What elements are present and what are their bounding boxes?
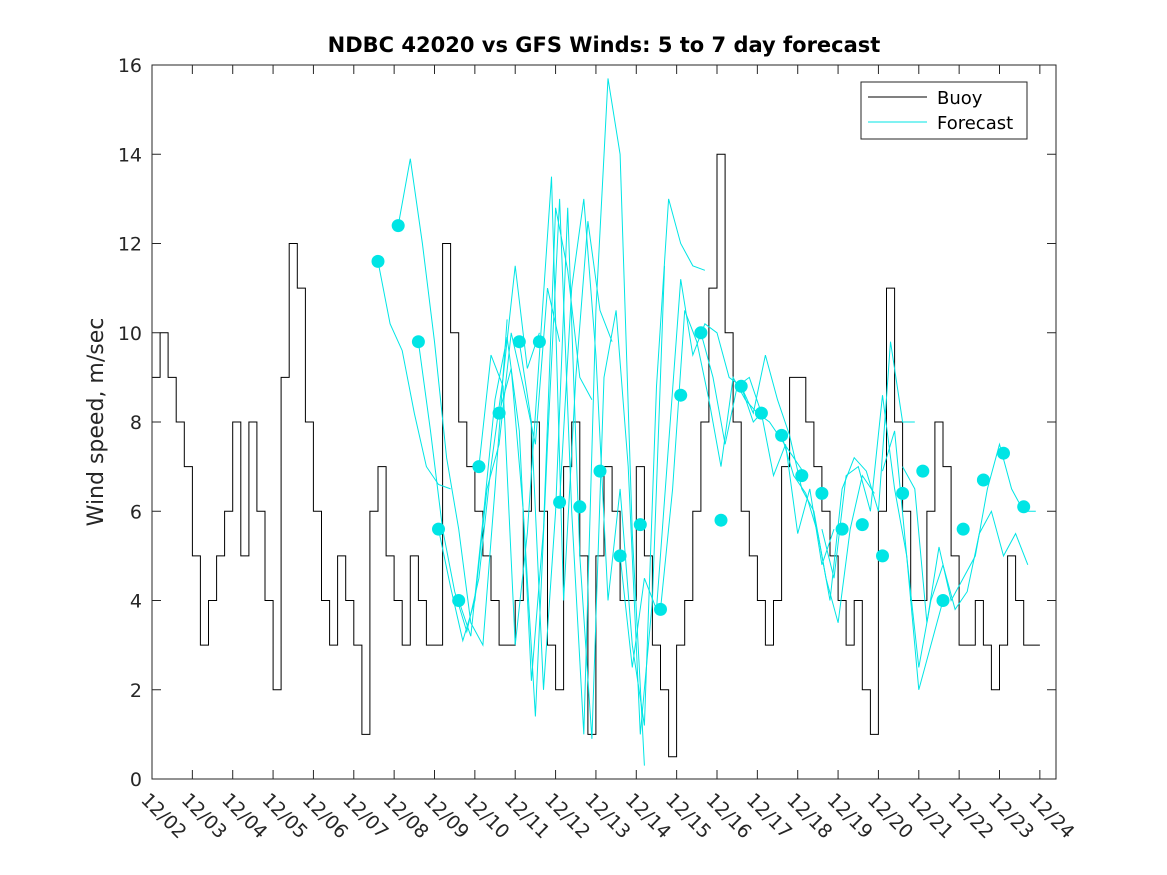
forecast-run-16 <box>902 442 1036 623</box>
forecast-marker-19 <box>754 406 768 420</box>
forecast-run-5 <box>478 176 613 646</box>
forecast-marker-26 <box>896 486 910 500</box>
forecast-run-7 <box>518 207 665 739</box>
legend-box <box>860 81 1028 140</box>
forecast-run-0 <box>377 261 451 490</box>
series-layer <box>152 78 1040 766</box>
legend: Buoy Forecast <box>860 81 1028 140</box>
y-tick-label-6: 12 <box>118 234 142 256</box>
forecast-marker-27 <box>916 464 930 478</box>
forecast-marker-6 <box>492 406 506 420</box>
forecast-run-13 <box>781 341 915 601</box>
forecast-marker-31 <box>997 446 1010 460</box>
y-tick-label-5: 10 <box>118 323 142 345</box>
plot-area <box>152 65 1056 779</box>
forecast-marker-12 <box>613 549 627 563</box>
forecast-marker-24 <box>855 518 869 532</box>
forecast-marker-22 <box>815 486 829 500</box>
forecast-marker-18 <box>734 379 748 393</box>
forecast-marker-1 <box>391 219 405 233</box>
series-buoy-line <box>152 153 1040 758</box>
forecast-marker-15 <box>674 388 688 402</box>
forecast-marker-0 <box>371 254 385 268</box>
forecast-marker-29 <box>956 522 970 536</box>
forecast-run-14 <box>821 395 944 690</box>
forecast-marker-10 <box>573 500 587 514</box>
forecast-marker-11 <box>593 464 607 478</box>
forecast-run-1 <box>397 158 508 647</box>
y-tick-label-1: 2 <box>130 680 142 702</box>
forecast-marker-17 <box>714 513 728 527</box>
y-tick-label-0: 0 <box>130 769 142 791</box>
forecast-marker-4 <box>452 594 466 607</box>
forecast-run-2 <box>417 265 540 634</box>
forecast-marker-20 <box>775 428 789 442</box>
forecast-marker-21 <box>795 469 809 483</box>
forecast-run-11 <box>700 332 835 565</box>
forecast-run-8 <box>559 198 706 726</box>
y-tick-label-8: 16 <box>118 55 142 77</box>
y-axis-label: Wind speed, m/sec <box>84 318 109 527</box>
forecast-run-15 <box>882 430 1029 668</box>
forecast-run-6 <box>498 78 645 766</box>
forecast-marker-7 <box>512 335 526 349</box>
forecast-marker-8 <box>532 335 546 349</box>
forecast-marker-28 <box>936 594 950 607</box>
forecast-run-3 <box>438 287 561 643</box>
y-tick-label-3: 6 <box>130 501 142 523</box>
forecast-marker-32 <box>1017 500 1031 514</box>
forecast-marker-30 <box>976 473 990 487</box>
y-tick-label-2: 4 <box>130 591 142 613</box>
forecast-marker-13 <box>633 518 647 532</box>
chart-title: NDBC 42020 vs GFS Winds: 5 to 7 day fore… <box>328 33 881 57</box>
forecast-marker-16 <box>694 326 708 340</box>
forecast-marker-5 <box>472 460 486 474</box>
legend-label-forecast: Forecast <box>937 113 1013 134</box>
forecast-marker-3 <box>432 522 445 536</box>
forecast-marker-2 <box>411 335 425 349</box>
forecast-marker-25 <box>876 549 889 563</box>
legend-label-buoy: Buoy <box>937 88 983 109</box>
y-tick-label-7: 14 <box>118 144 142 166</box>
forecast-marker-9 <box>553 495 567 509</box>
forecast-marker-14 <box>654 602 667 616</box>
forecast-marker-23 <box>835 522 849 536</box>
y-tick-label-4: 8 <box>130 412 142 434</box>
